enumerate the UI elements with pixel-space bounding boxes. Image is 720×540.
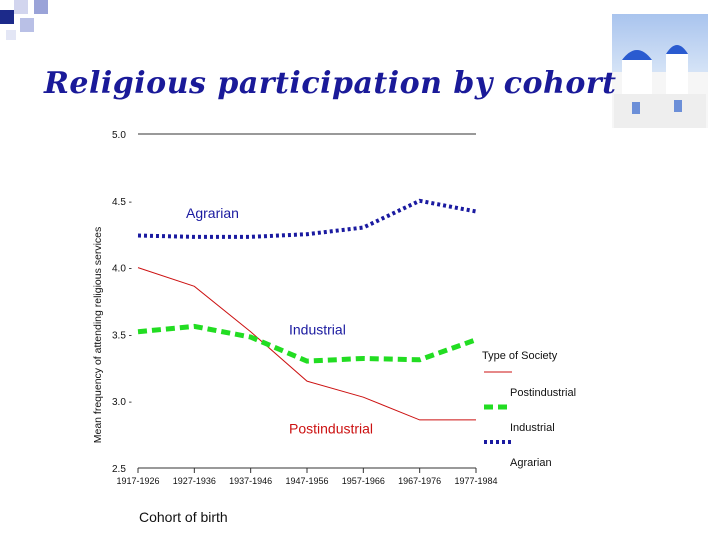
x-tick-label: 1927-1936 (173, 476, 216, 486)
agrarian-annotation: Agrarian (186, 205, 239, 221)
x-tick-label: 1977-1984 (454, 476, 497, 486)
legend-title: Type of Society (482, 350, 558, 362)
x-tick-label: 1917-1926 (116, 476, 159, 486)
x-tick-label: 1937-1946 (229, 476, 272, 486)
agrarian-series-line (137, 198, 477, 239)
y-tick-label: 3.5 - (112, 330, 132, 341)
y-tick-label: 4.5 - (112, 197, 132, 208)
industrial-legend-label: Industrial (510, 422, 555, 434)
x-tick-label: 1947-1956 (285, 476, 328, 486)
industrial-series-line (137, 323, 477, 364)
postindustrial-series-line (137, 267, 476, 421)
santorini-photo (612, 14, 708, 128)
y-tick-label: 2.5 (112, 464, 126, 475)
y-tick-label: 4.0 - (112, 264, 132, 275)
y-axis-label: Mean frequency of attending religious se… (92, 227, 104, 444)
corner-squares-decoration (0, 0, 48, 40)
x-axis-label: Cohort of birth (139, 509, 228, 525)
industrial-annotation: Industrial (289, 321, 346, 337)
x-tick-label: 1957-1966 (342, 476, 385, 486)
y-tick-label: 5.0 (112, 130, 126, 141)
slide-title: Religious participation by cohort (44, 66, 617, 101)
postindustrial-legend-label: Postindustrial (510, 387, 576, 399)
postindustrial-annotation: Postindustrial (289, 420, 373, 436)
x-tick-label: 1967-1976 (398, 476, 441, 486)
y-tick-label: 3.0 - (112, 397, 132, 408)
agrarian-legend-label: Agrarian (510, 457, 552, 469)
